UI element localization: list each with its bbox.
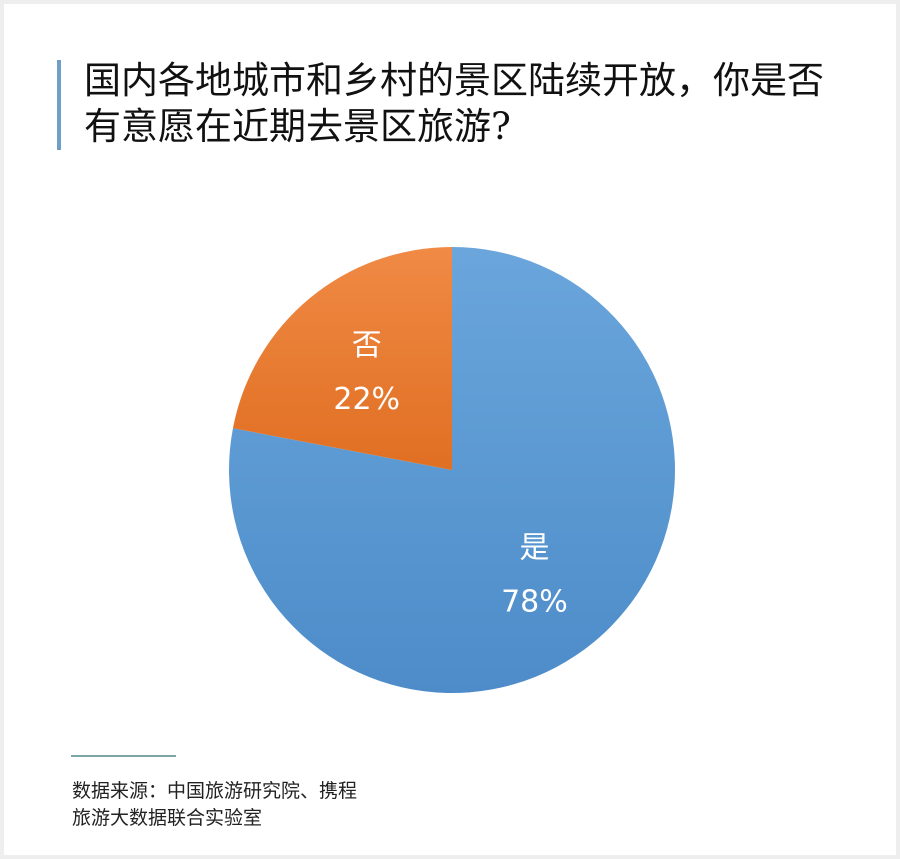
slice-label-2: 否 [352,328,382,363]
pie-slice-2 [232,247,452,470]
data-source: 数据来源：中国旅游研究院、携程 旅游大数据联合实验室 [72,778,357,832]
slice-label-1: 是 [519,531,549,566]
source-divider [71,755,176,757]
pie-slice-1 [229,247,676,693]
title-line-1: 国内各地城市和乡村的景区陆续开放，你是否 [84,59,824,102]
source-line-2: 旅游大数据联合实验室 [72,807,263,829]
title-line-2: 有意愿在近期去景区旅游? [84,105,511,148]
title-accent-bar [57,60,61,150]
source-line-1: 数据来源：中国旅游研究院、携程 [72,780,358,802]
slice-value-label-1: 78% [501,585,568,620]
chart-title: 国内各地城市和乡村的景区陆续开放，你是否 有意愿在近期去景区旅游? [84,58,884,150]
slice-value-label-2: 22% [333,382,400,417]
